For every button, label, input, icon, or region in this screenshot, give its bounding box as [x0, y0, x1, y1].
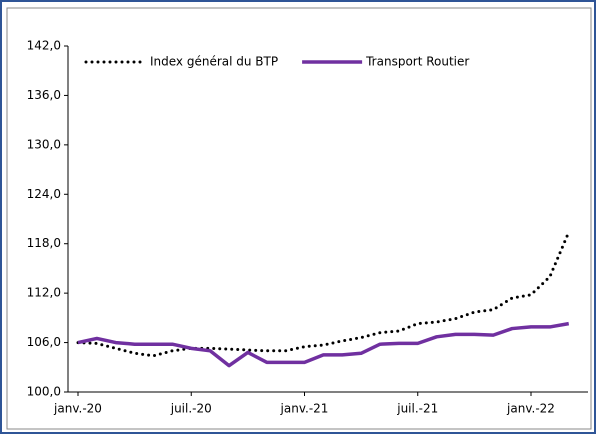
legend-label: Index général du BTP [150, 55, 278, 69]
y-tick-label: 136,0 [27, 88, 61, 102]
series-line [76, 230, 571, 358]
y-tick-label: 142,0 [27, 39, 61, 53]
y-tick-label: 130,0 [27, 137, 61, 151]
y-tick-label: 112,0 [27, 286, 61, 300]
x-tick-label: janv.-22 [506, 402, 555, 416]
y-tick-label: 118,0 [27, 236, 61, 250]
x-tick-label: janv.-20 [53, 402, 102, 416]
y-tick-label: 124,0 [27, 187, 61, 201]
chart-border [6, 7, 592, 430]
x-tick-label: juil.-20 [170, 402, 212, 416]
series-line [77, 321, 570, 368]
legend-label: Transport Routier [365, 55, 469, 69]
x-tick-label: janv.-21 [280, 402, 329, 416]
x-tick-label: juil.-21 [396, 402, 438, 416]
y-tick-label: 106,0 [27, 335, 61, 349]
y-tick-label: 100,0 [27, 385, 61, 399]
